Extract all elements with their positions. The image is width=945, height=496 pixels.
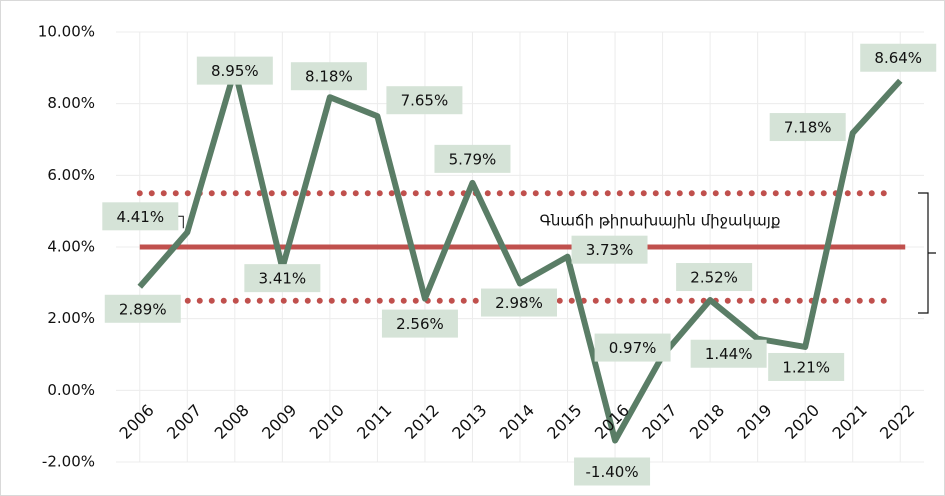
data-label: -1.40% <box>586 463 639 481</box>
data-label-box <box>244 264 321 293</box>
data-label-box <box>434 144 511 173</box>
data-label-box <box>860 43 937 72</box>
data-label-box <box>676 263 753 292</box>
data-label-box <box>381 309 458 338</box>
data-label: 0.97% <box>609 339 657 357</box>
data-label: 3.41% <box>259 270 307 288</box>
data-label: 3.73% <box>586 241 634 259</box>
data-label: 8.95% <box>211 62 259 80</box>
data-label-box <box>769 113 846 142</box>
data-label-box <box>386 86 463 115</box>
data-label-box <box>574 457 651 486</box>
data-label: 8.64% <box>874 49 922 67</box>
data-label-box <box>290 62 367 91</box>
data-label-box <box>104 294 181 323</box>
y-tick-label: 6.00% <box>47 166 95 184</box>
data-label-box <box>768 352 845 381</box>
y-tick-label: -2.00% <box>42 453 95 471</box>
data-label-box <box>690 339 767 368</box>
data-label-box <box>102 202 179 231</box>
data-label-box <box>481 288 557 317</box>
data-label: 5.79% <box>449 150 497 168</box>
data-label: 2.89% <box>119 300 167 318</box>
data-label: 4.41% <box>116 208 164 226</box>
data-label: 1.21% <box>782 358 830 376</box>
data-label: 7.18% <box>784 119 832 137</box>
y-tick-label: 8.00% <box>47 94 95 112</box>
y-tick-label: 0.00% <box>47 381 95 399</box>
data-label: 2.56% <box>396 315 444 333</box>
data-label-box <box>196 56 273 85</box>
line <box>137 66 903 444</box>
y-tick-label: 2.00% <box>47 309 95 327</box>
data-label: 2.52% <box>690 269 738 287</box>
y-tick-label: 4.00% <box>47 238 95 256</box>
data-label: 1.44% <box>705 345 753 363</box>
annotation: Գնաճի թիրախային միջակայք <box>540 212 781 230</box>
data-label: 7.65% <box>401 92 449 110</box>
data-label: 8.18% <box>305 68 353 86</box>
band-bracket <box>918 192 936 314</box>
y-tick-label: 10.00% <box>38 23 95 41</box>
data-label-box <box>571 235 648 264</box>
data-label: 2.98% <box>495 294 543 312</box>
data-label-box <box>594 333 671 362</box>
